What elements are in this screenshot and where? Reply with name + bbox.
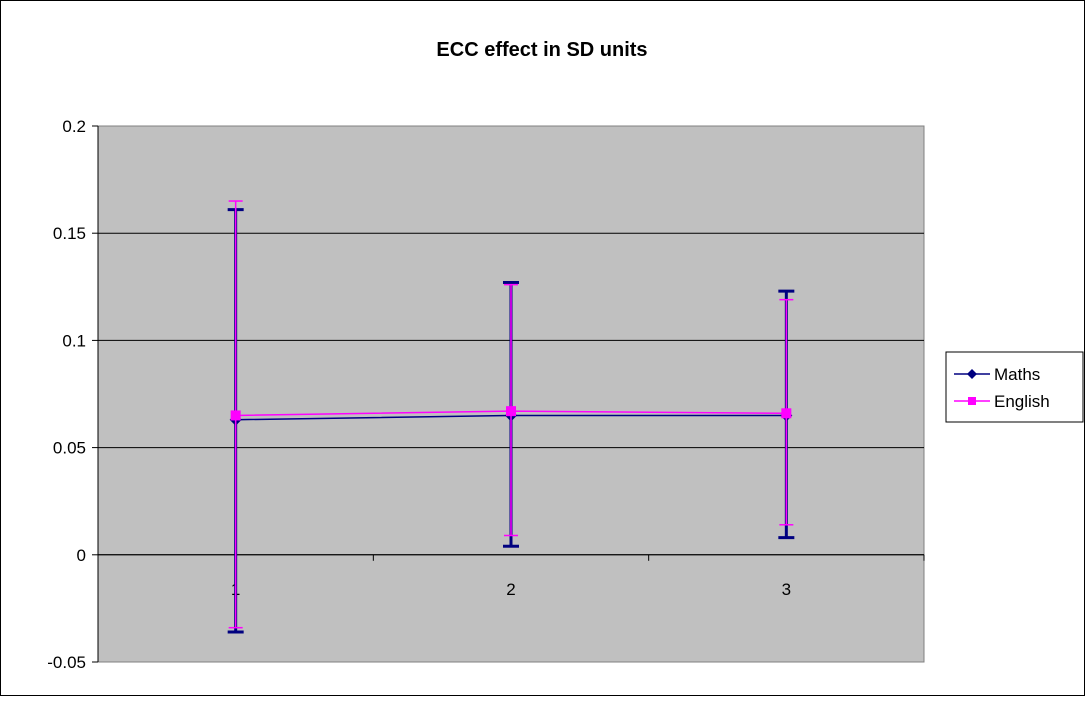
- y-tick-label: 0.2: [62, 117, 86, 136]
- data-point-square: [506, 406, 516, 417]
- legend-label: Maths: [994, 365, 1040, 384]
- chart-title: ECC effect in SD units: [436, 39, 647, 61]
- legend-box: [945, 351, 1084, 423]
- legend-marker-square: [968, 397, 976, 405]
- y-tick-label: 0.05: [53, 439, 86, 458]
- y-tick-label: 0: [77, 546, 86, 565]
- legend-item-english: English: [954, 392, 1050, 411]
- y-tick-label: 0.1: [62, 331, 86, 350]
- y-tick-label: -0.05: [47, 653, 86, 672]
- legend: Maths English: [945, 351, 1084, 423]
- x-tick-label: 2: [506, 580, 515, 599]
- data-point-square: [230, 410, 241, 421]
- x-tick-label: 3: [782, 580, 791, 599]
- y-tick-label: 0.15: [53, 224, 86, 243]
- data-point-square: [781, 408, 792, 419]
- legend-marker-diamond: [967, 369, 977, 379]
- legend-label: English: [994, 392, 1050, 411]
- legend-item-maths: Maths: [954, 365, 1040, 384]
- series-english: [228, 200, 794, 629]
